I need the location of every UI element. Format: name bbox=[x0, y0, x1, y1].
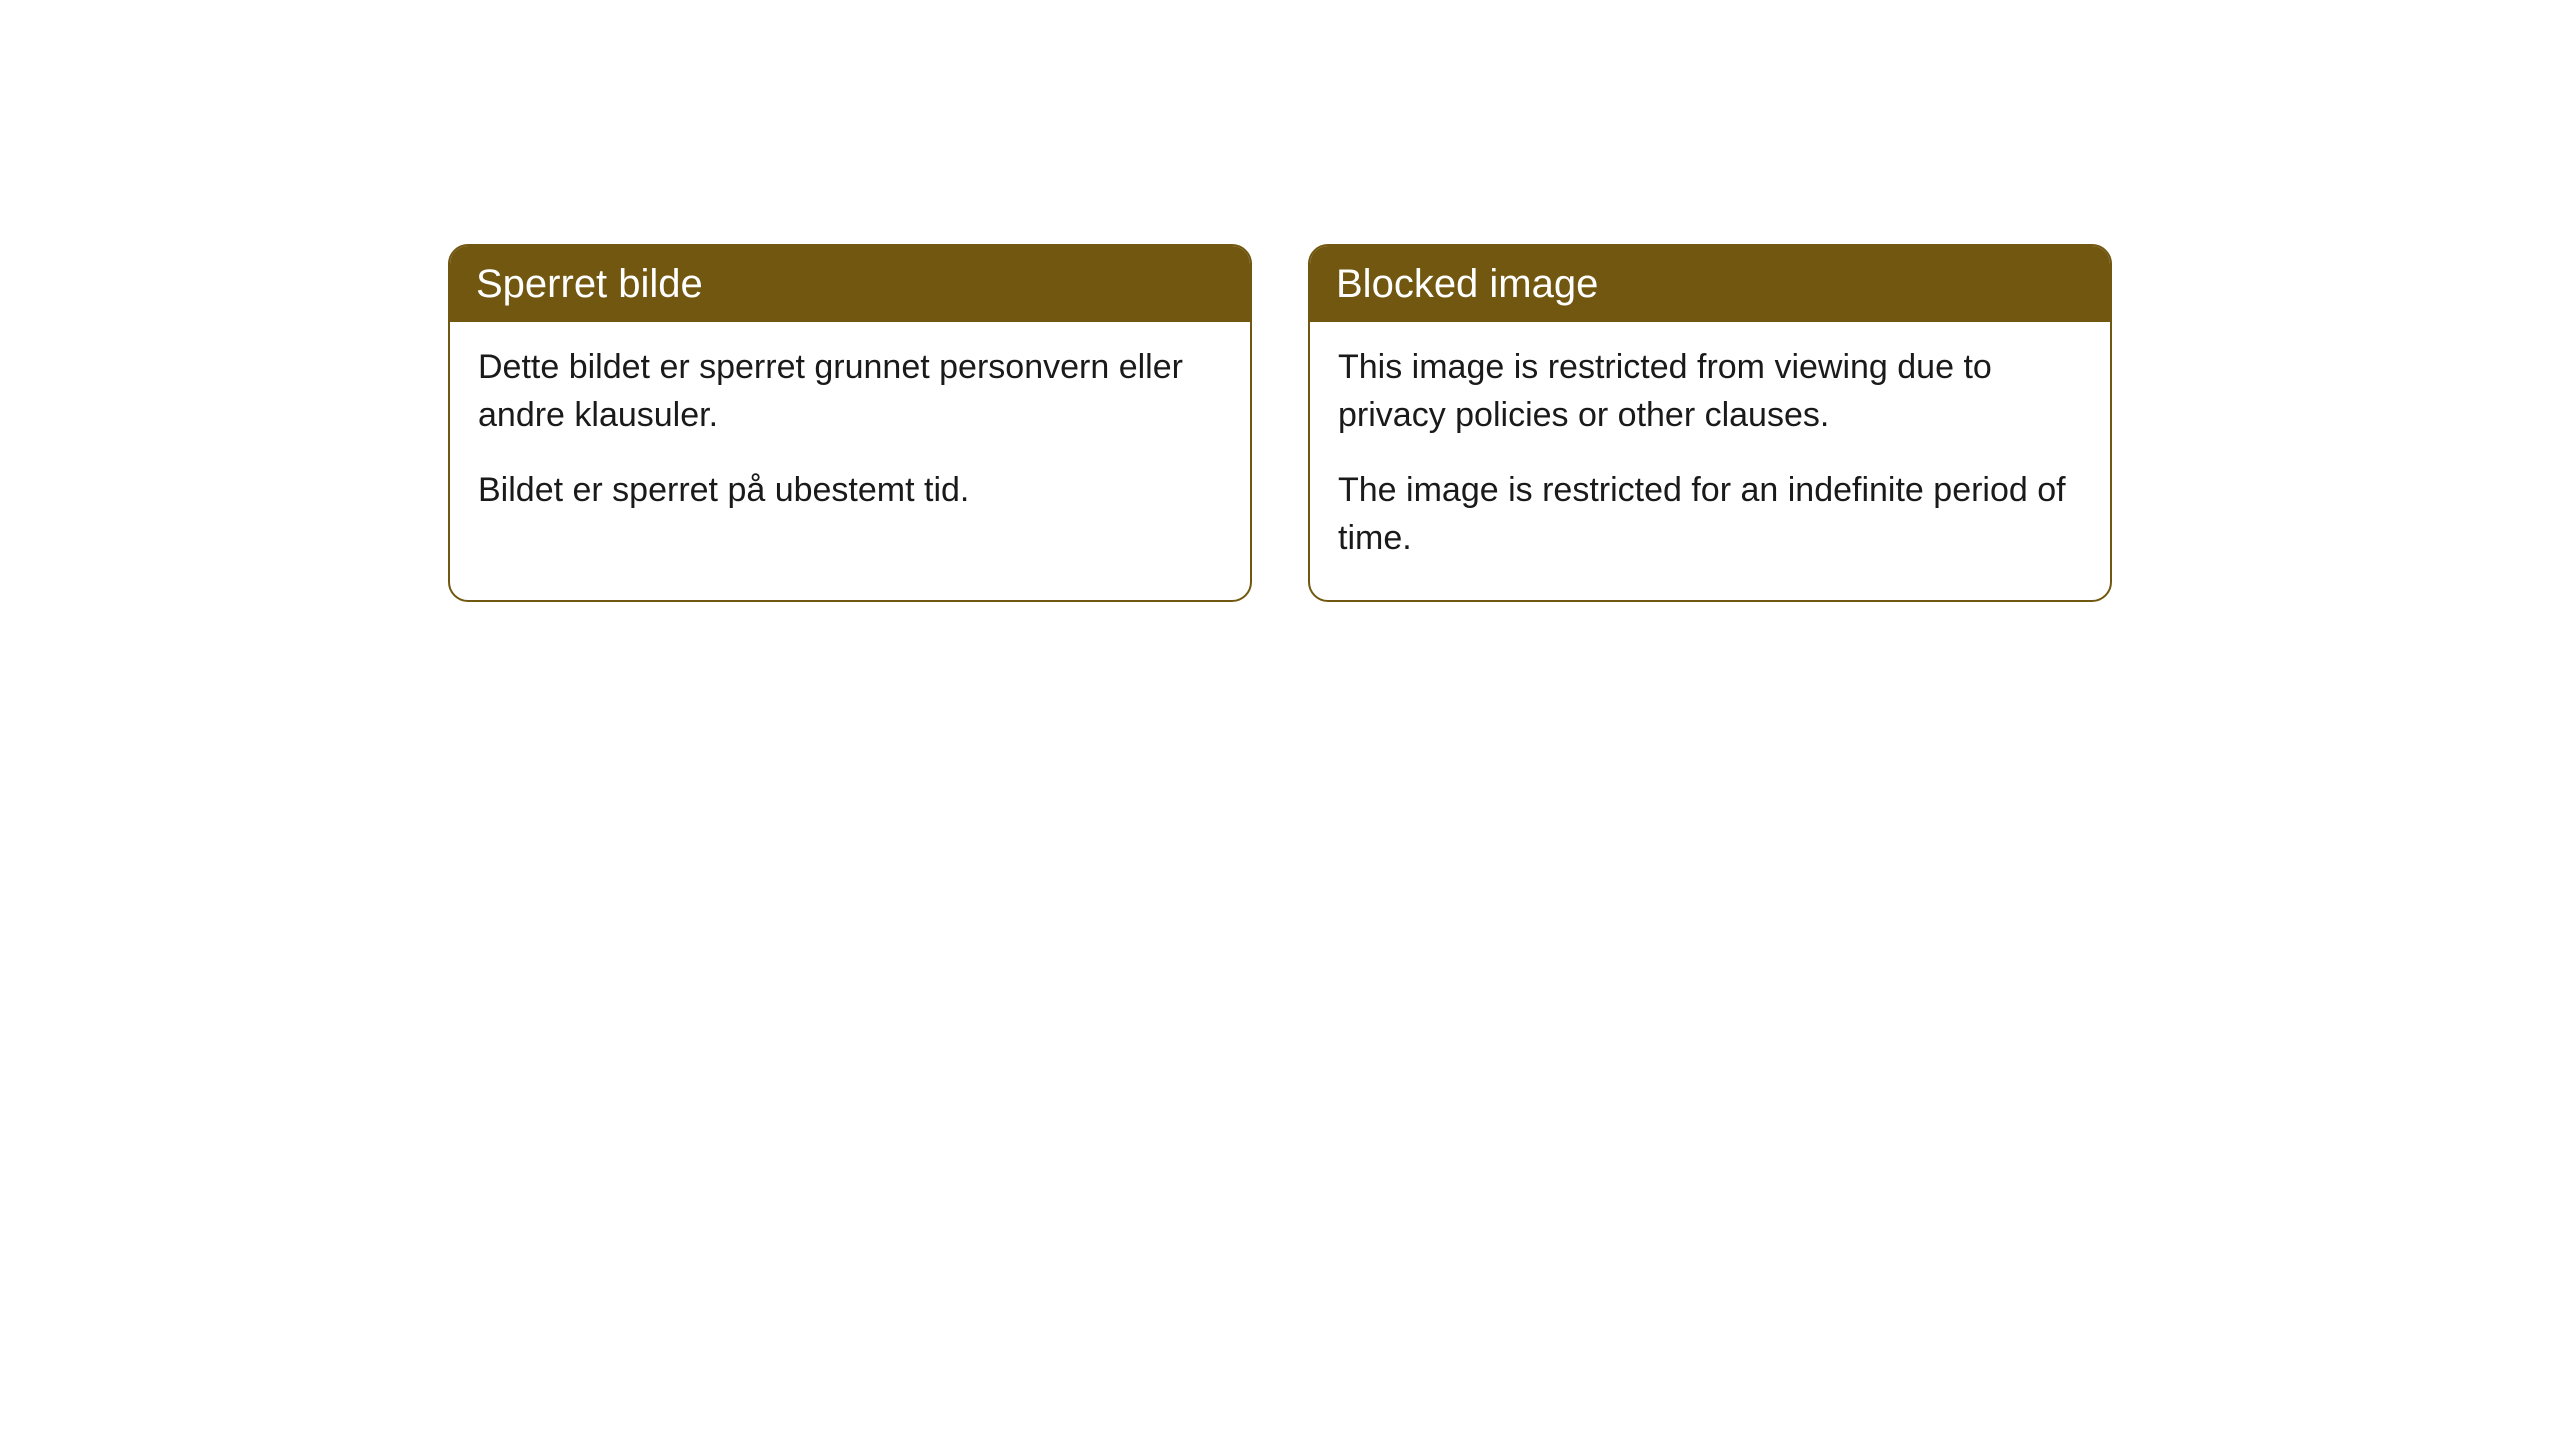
card-header: Blocked image bbox=[1310, 246, 2110, 322]
card-body: Dette bildet er sperret grunnet personve… bbox=[450, 322, 1250, 553]
blocked-image-card-norwegian: Sperret bilde Dette bildet er sperret gr… bbox=[448, 244, 1252, 602]
notice-cards-container: Sperret bilde Dette bildet er sperret gr… bbox=[0, 0, 2560, 602]
card-body: This image is restricted from viewing du… bbox=[1310, 322, 2110, 600]
card-title: Sperret bilde bbox=[476, 262, 703, 306]
card-paragraph-1: This image is restricted from viewing du… bbox=[1338, 344, 2082, 439]
card-paragraph-1: Dette bildet er sperret grunnet personve… bbox=[478, 344, 1222, 439]
card-paragraph-2: Bildet er sperret på ubestemt tid. bbox=[478, 467, 1222, 515]
card-paragraph-2: The image is restricted for an indefinit… bbox=[1338, 467, 2082, 562]
blocked-image-card-english: Blocked image This image is restricted f… bbox=[1308, 244, 2112, 602]
card-title: Blocked image bbox=[1336, 262, 1598, 306]
card-header: Sperret bilde bbox=[450, 246, 1250, 322]
